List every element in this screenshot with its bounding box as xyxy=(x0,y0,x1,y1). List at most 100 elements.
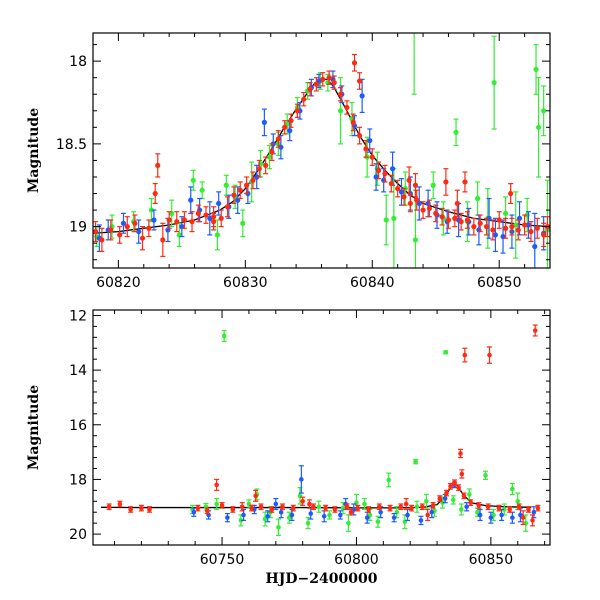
data-point xyxy=(483,217,490,236)
marker xyxy=(307,501,312,507)
data-point xyxy=(207,201,213,236)
series-2 xyxy=(106,324,541,527)
plot-area xyxy=(93,25,550,268)
data-point xyxy=(337,510,343,520)
marker xyxy=(491,80,497,86)
marker xyxy=(305,520,311,526)
data-point xyxy=(300,496,306,506)
data-point xyxy=(406,166,412,195)
marker xyxy=(485,504,491,510)
data-point xyxy=(250,171,256,190)
marker xyxy=(367,137,373,144)
marker xyxy=(258,504,264,510)
marker xyxy=(195,505,201,511)
marker xyxy=(146,225,152,231)
data-point xyxy=(169,199,175,228)
data-point xyxy=(160,222,166,258)
marker xyxy=(541,108,547,114)
data-point xyxy=(403,497,409,511)
marker xyxy=(401,194,407,200)
marker xyxy=(453,129,459,135)
marker xyxy=(152,190,158,197)
marker xyxy=(256,166,262,172)
marker xyxy=(307,86,313,92)
data-point xyxy=(513,191,519,259)
marker xyxy=(458,507,464,512)
marker xyxy=(430,503,436,508)
marker xyxy=(190,177,196,183)
marker xyxy=(461,493,467,499)
data-point xyxy=(280,503,286,511)
marker xyxy=(535,505,541,511)
marker xyxy=(117,232,123,238)
marker xyxy=(534,225,540,231)
marker xyxy=(204,508,210,514)
marker xyxy=(326,75,332,81)
marker xyxy=(308,511,314,516)
marker xyxy=(351,60,358,66)
marker xyxy=(139,235,146,241)
data-point xyxy=(433,204,439,223)
data-point xyxy=(482,470,488,481)
data-point xyxy=(369,148,375,166)
x-tick-label: 60820 xyxy=(96,275,141,291)
marker xyxy=(261,119,267,125)
data-point xyxy=(412,173,419,198)
data-point xyxy=(189,211,195,233)
data-point xyxy=(458,503,464,516)
data-point xyxy=(221,329,227,343)
marker xyxy=(515,227,521,233)
marker xyxy=(386,477,392,483)
data-point xyxy=(458,212,464,231)
y-tick-label: 20 xyxy=(69,527,87,543)
marker xyxy=(468,500,473,505)
data-point xyxy=(448,482,454,490)
data-point xyxy=(419,503,425,511)
data-point xyxy=(326,70,332,85)
data-point xyxy=(464,502,470,512)
marker xyxy=(483,473,488,478)
data-point xyxy=(466,488,472,501)
marker xyxy=(531,509,537,515)
data-point xyxy=(532,212,538,268)
marker xyxy=(313,81,320,87)
series-1 xyxy=(96,70,547,268)
marker xyxy=(346,520,351,526)
data-point xyxy=(166,211,172,229)
data-point xyxy=(124,216,130,238)
marker xyxy=(454,200,460,207)
data-point xyxy=(471,217,477,236)
marker xyxy=(515,498,521,504)
data-point xyxy=(477,214,483,233)
marker xyxy=(320,76,326,82)
marker xyxy=(412,25,417,30)
marker xyxy=(224,204,231,210)
marker xyxy=(311,504,316,510)
data-point xyxy=(389,151,396,186)
marker xyxy=(108,227,114,233)
series-2 xyxy=(93,53,550,258)
marker xyxy=(490,227,496,233)
data-point xyxy=(477,508,483,522)
data-point xyxy=(359,78,365,114)
data-point xyxy=(391,512,397,523)
marker xyxy=(364,515,370,520)
marker xyxy=(535,124,542,130)
data-point xyxy=(275,518,281,537)
data-point xyxy=(348,508,354,516)
marker xyxy=(499,512,504,518)
x-tick-label: 60830 xyxy=(223,275,268,291)
marker xyxy=(507,507,512,512)
marker xyxy=(214,501,219,507)
marker xyxy=(269,507,275,512)
marker xyxy=(456,485,461,490)
marker xyxy=(216,200,222,207)
data-point xyxy=(288,113,294,128)
data-point xyxy=(418,515,424,526)
data-point xyxy=(204,507,210,515)
top-panel-zoom: 60820 60830 60840 60850 18 18.5 19 Magnitude xyxy=(26,25,551,291)
marker xyxy=(403,501,409,507)
data-point xyxy=(313,77,320,92)
marker xyxy=(439,214,445,220)
